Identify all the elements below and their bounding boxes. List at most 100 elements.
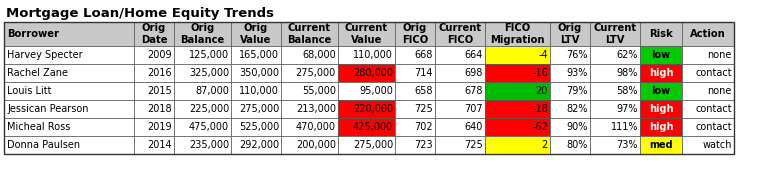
Bar <box>231 118 281 136</box>
Text: 325,000: 325,000 <box>189 68 229 78</box>
Text: Orig
Value: Orig Value <box>240 23 272 45</box>
Bar <box>682 136 734 154</box>
Bar <box>395 136 435 154</box>
Text: high: high <box>649 122 673 132</box>
Bar <box>640 82 682 100</box>
Text: 275,000: 275,000 <box>296 68 336 78</box>
Bar <box>435 64 485 82</box>
Bar <box>231 136 281 154</box>
Bar <box>281 136 338 154</box>
Bar <box>590 136 640 154</box>
Text: 93%: 93% <box>567 68 588 78</box>
Bar <box>682 82 734 100</box>
Bar <box>134 82 174 100</box>
Bar <box>640 46 682 64</box>
Bar <box>435 46 485 64</box>
Text: FICO
Migration: FICO Migration <box>490 23 544 45</box>
Text: -62: -62 <box>532 122 548 132</box>
Bar <box>338 100 395 118</box>
Text: 725: 725 <box>464 140 483 150</box>
Bar <box>590 118 640 136</box>
Text: 2015: 2015 <box>147 86 172 96</box>
Text: -4: -4 <box>538 50 548 60</box>
Bar <box>435 22 485 46</box>
Bar <box>281 22 338 46</box>
Bar <box>395 22 435 46</box>
Bar <box>550 100 590 118</box>
Text: Louis Litt: Louis Litt <box>7 86 52 96</box>
Bar <box>550 82 590 100</box>
Text: 73%: 73% <box>617 140 638 150</box>
Bar <box>640 22 682 46</box>
Bar <box>590 82 640 100</box>
Bar <box>134 100 174 118</box>
Text: 68,000: 68,000 <box>303 50 336 60</box>
Text: Jessican Pearson: Jessican Pearson <box>7 104 89 114</box>
Bar <box>435 82 485 100</box>
Text: contact: contact <box>695 104 732 114</box>
Text: Mortgage Loan/Home Equity Trends: Mortgage Loan/Home Equity Trends <box>6 7 274 20</box>
Text: Current
LTV: Current LTV <box>594 23 637 45</box>
Text: high: high <box>649 68 673 78</box>
Bar <box>485 82 550 100</box>
Bar <box>550 136 590 154</box>
Bar <box>435 136 485 154</box>
Bar <box>640 136 682 154</box>
Bar <box>682 100 734 118</box>
Bar <box>231 46 281 64</box>
Bar <box>485 64 550 82</box>
Text: 76%: 76% <box>567 50 588 60</box>
Text: 702: 702 <box>414 122 433 132</box>
Text: 58%: 58% <box>617 86 638 96</box>
Bar <box>4 118 134 136</box>
Text: Current
FICO: Current FICO <box>438 23 481 45</box>
Bar <box>485 46 550 64</box>
Text: 2009: 2009 <box>147 50 172 60</box>
Text: Orig
FICO: Orig FICO <box>402 23 428 45</box>
Bar <box>550 64 590 82</box>
Bar <box>590 22 640 46</box>
Bar <box>4 82 134 100</box>
Text: 97%: 97% <box>617 104 638 114</box>
Bar <box>338 46 395 64</box>
Text: 475,000: 475,000 <box>189 122 229 132</box>
Bar <box>4 22 134 46</box>
Bar <box>640 100 682 118</box>
Bar <box>338 136 395 154</box>
Bar <box>640 64 682 82</box>
Bar <box>338 22 395 46</box>
Bar <box>485 118 550 136</box>
Text: 95,000: 95,000 <box>359 86 393 96</box>
Bar <box>281 100 338 118</box>
Text: 62%: 62% <box>617 50 638 60</box>
Text: 79%: 79% <box>567 86 588 96</box>
Bar <box>134 64 174 82</box>
Text: 110,000: 110,000 <box>239 86 279 96</box>
Bar <box>4 46 134 64</box>
Bar <box>640 118 682 136</box>
Text: 470,000: 470,000 <box>296 122 336 132</box>
Text: 658: 658 <box>414 86 433 96</box>
Bar <box>590 64 640 82</box>
Bar <box>485 100 550 118</box>
Text: 235,000: 235,000 <box>189 140 229 150</box>
Bar <box>4 136 134 154</box>
Bar <box>590 100 640 118</box>
Text: contact: contact <box>695 122 732 132</box>
Text: low: low <box>651 50 671 60</box>
Bar <box>174 82 231 100</box>
Text: 723: 723 <box>414 140 433 150</box>
Bar <box>281 46 338 64</box>
Text: 350,000: 350,000 <box>239 68 279 78</box>
Bar <box>435 118 485 136</box>
Text: -16: -16 <box>532 68 548 78</box>
Bar <box>134 136 174 154</box>
Bar <box>682 22 734 46</box>
Bar <box>4 100 134 118</box>
Text: 292,000: 292,000 <box>239 140 279 150</box>
Text: low: low <box>651 86 671 96</box>
Bar <box>338 82 395 100</box>
Bar <box>682 118 734 136</box>
Text: 2: 2 <box>542 140 548 150</box>
Bar <box>231 22 281 46</box>
